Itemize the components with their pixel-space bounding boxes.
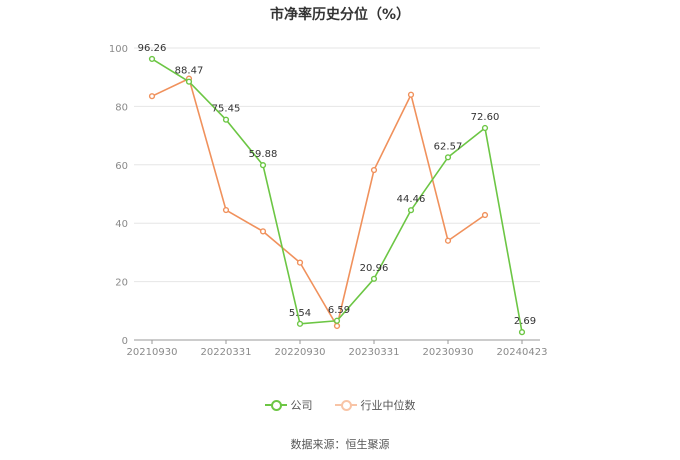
x-tick-label-20240423: 20240423: [497, 347, 548, 358]
grid-lines: [134, 47, 540, 283]
y-tick-label-40: 40: [115, 219, 128, 230]
data-point-s1-9: [481, 211, 489, 219]
data-label-8: 62.57: [434, 141, 463, 152]
data-point-s0-3: [259, 162, 267, 169]
x-tick-label-20230331: 20230331: [349, 347, 400, 358]
x-tick-label-20210930: 20210930: [127, 347, 178, 358]
legend-label-industry-median: 行业中位数: [360, 399, 416, 412]
data-point-s0-7: [407, 207, 415, 214]
y-tick-label-60: 60: [115, 161, 128, 172]
series: [148, 55, 526, 336]
data-point-s0-8: [444, 154, 452, 161]
legend-swatch-industry-median: [334, 399, 357, 411]
data-label-3: 59.88: [249, 149, 278, 160]
data-point-s0-0: [148, 55, 156, 63]
y-tick-label-0: 0: [122, 336, 128, 347]
axes: 0 20 40 60 80 100 20210930 20220331 20220930 2023…: [109, 44, 548, 358]
data-point-s1-4: [296, 259, 304, 266]
data-point-s0-5: [333, 317, 341, 324]
data-point-s0-1: [185, 78, 193, 85]
legend-label-company: 公司: [290, 399, 313, 412]
data-point-s0-6: [370, 275, 378, 282]
data-label-6: 20.96: [360, 263, 389, 274]
data-label-4: 5.54: [289, 308, 311, 319]
series-line-1: [151, 77, 486, 327]
data-label-1: 88.47: [175, 66, 204, 77]
x-tick-label-20220930: 20220930: [275, 347, 326, 358]
data-point-s1-3: [259, 228, 267, 235]
data-point-s0-10: [518, 329, 526, 336]
legend-item-company[interactable]: 公司: [264, 397, 313, 413]
data-label-2: 75.45: [212, 104, 241, 115]
chart-title: 市净率历史分位（%）: [269, 7, 411, 23]
data-label-5: 6.59: [328, 305, 350, 316]
legend-swatch-company: [264, 399, 287, 411]
y-tick-label-100: 100: [109, 44, 128, 55]
data-point-s1-2: [222, 206, 230, 214]
source-note: 数据来源：恒生聚源: [290, 438, 390, 451]
data-label-10: 2.69: [514, 316, 536, 327]
data-label-9: 72.60: [471, 112, 500, 123]
y-tick-label-20: 20: [115, 278, 128, 289]
data-label-0: 96.26: [138, 43, 167, 54]
data-point-s1-5: [333, 322, 341, 330]
data-point-s0-2: [222, 116, 230, 123]
series-line-0: [151, 58, 523, 333]
data-point-s0-9: [481, 124, 489, 132]
x-tick-label-20230930: 20230930: [423, 347, 474, 358]
data-labels: 96.26 88.47 75.45 59.88 5.54 6.59 20.96 44.46 62…: [138, 43, 536, 327]
legend-item-industry-median[interactable]: 行业中位数: [334, 397, 416, 413]
data-point-s1-7: [407, 91, 415, 98]
data-point-s0-4: [296, 320, 304, 327]
y-tick-label-80: 80: [115, 102, 128, 113]
data-point-s1-8: [444, 237, 452, 244]
data-point-s1-6: [370, 166, 378, 174]
data-point-s1-0: [148, 93, 156, 100]
legend: 公司 行业中位数: [0, 397, 680, 413]
x-tick-label-20220331: 20220331: [201, 347, 252, 358]
data-label-7: 44.46: [397, 194, 426, 205]
